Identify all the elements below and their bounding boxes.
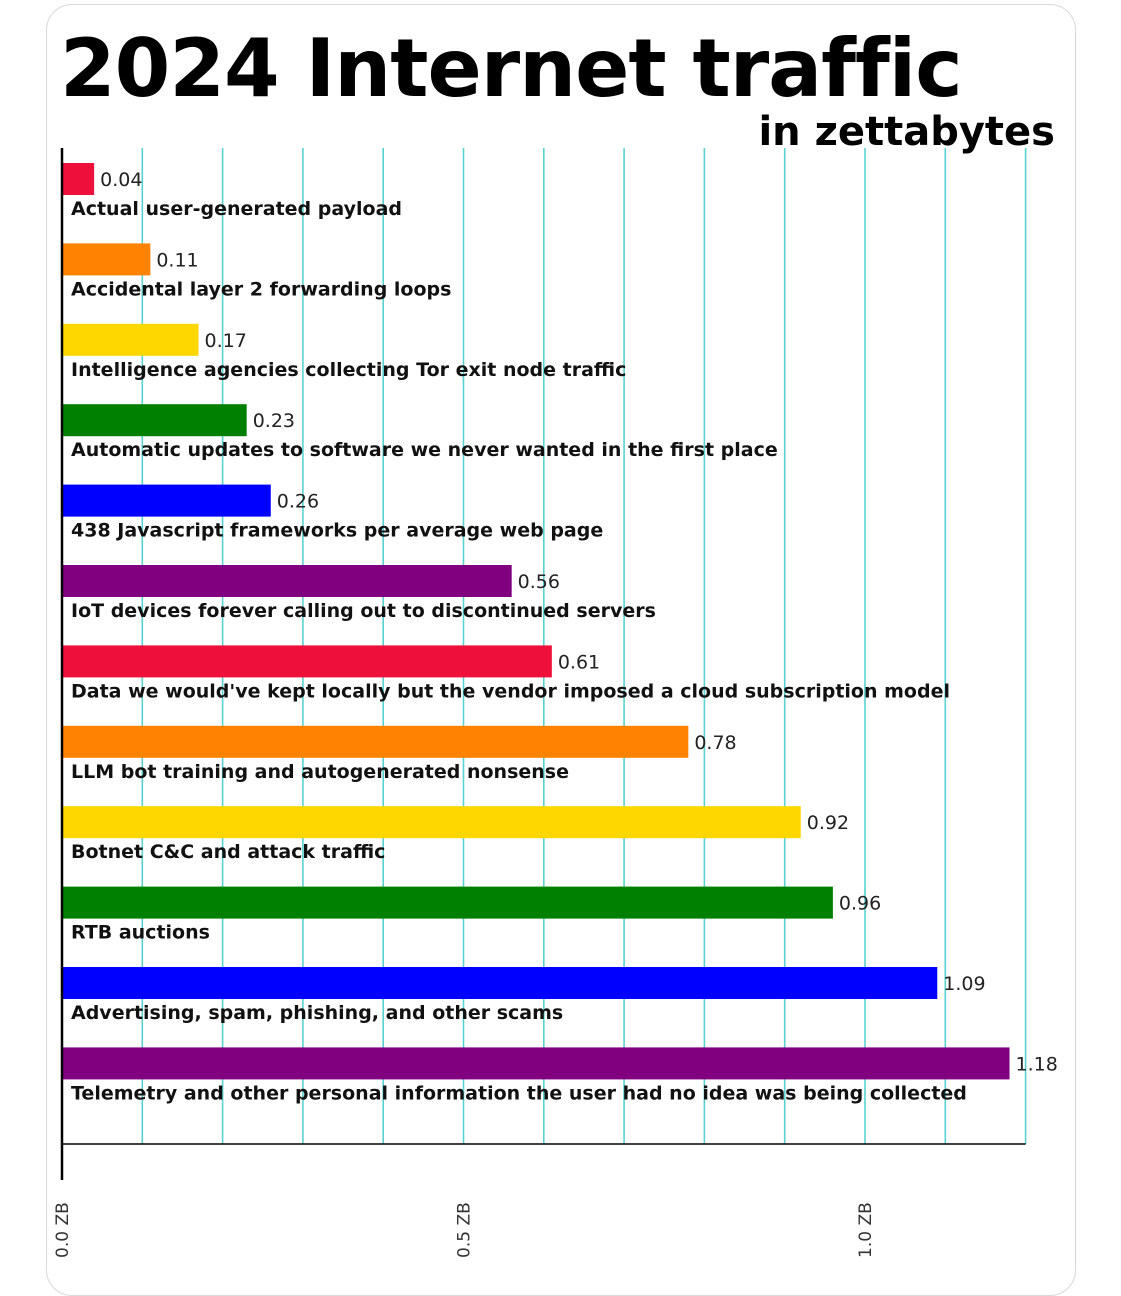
chart-title: 2024 Internet traffic bbox=[60, 22, 963, 115]
x-tick-label: 0.0 ZB bbox=[53, 1202, 73, 1258]
bar bbox=[62, 163, 95, 195]
category-label: IoT devices forever calling out to disco… bbox=[71, 600, 656, 622]
bar-value-label: 0.26 bbox=[277, 491, 319, 513]
bar bbox=[62, 323, 199, 356]
bar bbox=[62, 484, 271, 517]
chart-subtitle: in zettabytes bbox=[758, 109, 1055, 155]
bar-value-label: 0.11 bbox=[156, 249, 198, 271]
bar bbox=[62, 886, 833, 919]
category-label: 438 Javascript frameworks per average we… bbox=[71, 520, 603, 542]
bar-value-label: 1.09 bbox=[943, 973, 985, 995]
bar-value-label: 1.18 bbox=[1016, 1053, 1058, 1075]
category-label: Automatic updates to software we never w… bbox=[71, 439, 778, 461]
category-label: Accidental layer 2 forwarding loops bbox=[71, 278, 451, 300]
category-label: LLM bot training and autogenerated nonse… bbox=[71, 761, 569, 783]
x-tick-label: 1.0 ZB bbox=[856, 1202, 876, 1258]
category-label: RTB auctions bbox=[71, 922, 210, 944]
bar bbox=[62, 645, 552, 678]
bar bbox=[62, 1047, 1010, 1080]
bar-value-label: 0.04 bbox=[100, 169, 142, 191]
bar-value-label: 0.23 bbox=[253, 410, 295, 432]
bar-value-label: 0.17 bbox=[205, 330, 247, 352]
bar-value-label: 0.96 bbox=[839, 893, 881, 915]
x-tick-label: 0.5 ZB bbox=[455, 1202, 475, 1258]
bar bbox=[62, 243, 151, 276]
category-label: Intelligence agencies collecting Tor exi… bbox=[71, 359, 626, 381]
bar-value-label: 0.56 bbox=[518, 571, 560, 593]
bar bbox=[62, 565, 512, 597]
category-label: Advertising, spam, phishing, and other s… bbox=[71, 1002, 563, 1024]
category-label: Telemetry and other personal information… bbox=[71, 1082, 967, 1104]
category-label: Actual user-generated payload bbox=[71, 198, 402, 220]
bar bbox=[62, 806, 801, 839]
bar bbox=[62, 967, 938, 999]
bar-value-label: 0.61 bbox=[558, 651, 600, 673]
bar-value-label: 0.92 bbox=[807, 812, 849, 834]
bar-value-label: 0.78 bbox=[694, 732, 736, 754]
category-label: Botnet C&C and attack traffic bbox=[71, 841, 385, 863]
bar bbox=[62, 725, 689, 758]
bar bbox=[62, 404, 247, 437]
category-label: Data we would've kept locally but the ve… bbox=[71, 680, 950, 702]
